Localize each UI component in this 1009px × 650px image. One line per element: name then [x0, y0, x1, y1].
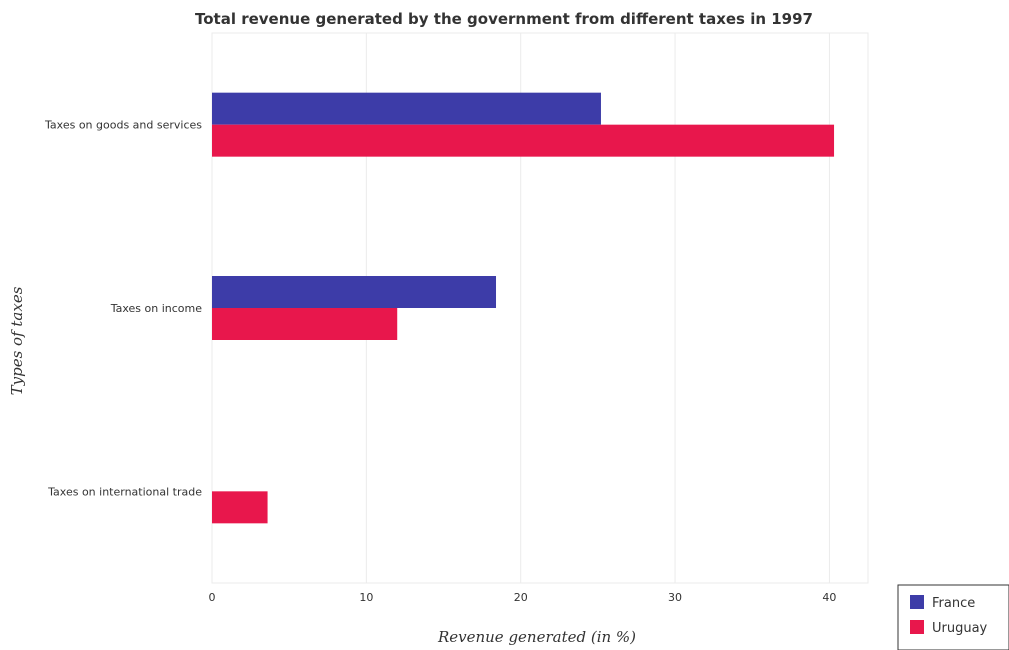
x-tick-label: 30: [668, 591, 682, 604]
legend: France Uruguay: [897, 584, 1009, 650]
x-tick-label: 10: [359, 591, 373, 604]
legend-swatch: [910, 620, 924, 634]
category-label: Taxes on goods and services: [44, 119, 202, 132]
bars: [212, 92, 835, 524]
bar-france-1: [212, 92, 601, 125]
y-axis-label: Types of taxes: [8, 286, 26, 395]
category-label: Taxes on international trade: [47, 485, 202, 498]
category-labels: Taxes on goods and services Taxes on inco…: [44, 119, 202, 499]
x-tick-label: 20: [514, 591, 528, 604]
legend-box: [897, 584, 1009, 650]
bar-france-2: [212, 276, 497, 308]
category-label: Taxes on income: [110, 302, 203, 315]
chart-title: Total revenue generated by the governmen…: [195, 10, 813, 28]
x-tick-labels: 0 10 20 30 40: [209, 591, 837, 604]
bar-uruguay-3: [212, 491, 268, 524]
x-tick-label: 40: [822, 591, 836, 604]
x-axis-label: Revenue generated (in %): [437, 628, 636, 646]
bar-uruguay-1: [212, 124, 835, 157]
legend-swatch: [910, 595, 924, 609]
x-tick-label: 0: [209, 591, 216, 604]
legend-label: France: [932, 596, 975, 611]
bar-uruguay-2: [212, 308, 398, 340]
legend-label: Uruguay: [932, 621, 988, 636]
